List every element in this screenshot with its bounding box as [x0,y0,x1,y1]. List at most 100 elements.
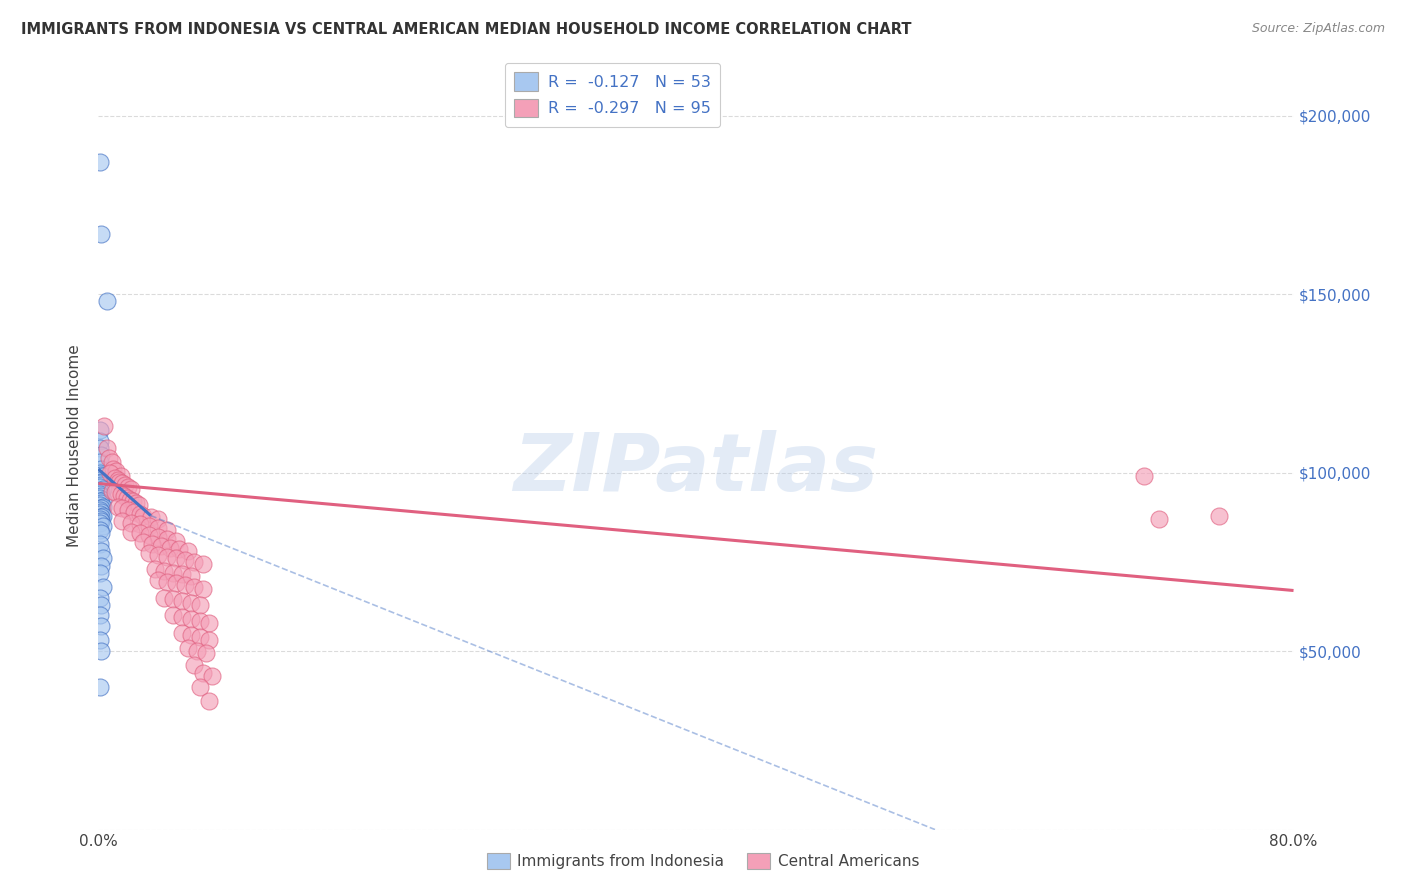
Point [129,526,152,541]
Point [90,448,112,462]
Point [89,503,111,517]
Point [120,482,142,496]
Point [117,480,139,494]
Point [167,542,190,557]
Point [89,423,111,437]
Point [117,503,139,517]
Point [97,451,120,466]
Point [132,535,155,549]
Point [183,580,205,594]
Point [165,551,187,566]
Point [121,494,143,508]
Text: ZIPatlas: ZIPatlas [513,430,879,508]
Point [91,500,114,514]
Point [111,476,134,491]
Point [180,628,202,642]
Point [107,473,129,487]
Point [89,434,111,448]
Point [89,494,111,508]
Point [91,551,114,566]
Point [174,578,197,592]
Point [90,475,112,489]
Point [180,596,202,610]
Point [138,546,160,560]
Point [89,537,111,551]
Point [90,485,112,500]
Point [96,294,118,309]
Point [188,680,211,694]
Point [104,485,127,500]
Point [90,501,112,516]
Point [90,489,112,503]
Point [89,608,111,623]
Point [105,464,128,478]
Point [141,537,163,551]
Point [198,615,221,630]
Text: Source: ZipAtlas.com: Source: ZipAtlas.com [1251,22,1385,36]
Point [156,532,179,546]
Point [177,640,200,655]
Point [191,665,214,680]
Point [89,498,111,512]
Point [89,487,111,501]
Legend: R =  -0.127   N = 53, R =  -0.297   N = 95: R = -0.127 N = 53, R = -0.297 N = 95 [505,62,720,127]
Point [114,478,136,492]
Point [89,680,111,694]
Point [91,469,114,483]
Point [128,498,150,512]
Point [183,658,205,673]
Point [89,473,111,487]
Point [186,644,208,658]
Point [183,555,205,569]
Point [101,483,124,498]
Point [89,441,111,455]
Point [180,569,202,583]
Point [138,528,160,542]
Point [89,512,111,526]
Legend: Immigrants from Indonesia, Central Americans: Immigrants from Indonesia, Central Ameri… [481,847,925,875]
Point [89,591,111,605]
Point [148,573,170,587]
Point [90,462,112,476]
Point [174,553,197,567]
Point [156,549,179,564]
Point [172,610,194,624]
Y-axis label: Median Household Income: Median Household Income [67,344,83,548]
Point [118,492,141,507]
Point [90,467,112,482]
Point [91,482,114,496]
Point [129,507,152,521]
Point [115,491,138,505]
Point [111,514,134,528]
Point [90,227,112,241]
Point [180,612,202,626]
Point [90,514,112,528]
Point [103,462,125,476]
Point [90,598,112,612]
Point [153,564,176,578]
Point [177,544,200,558]
Point [201,669,224,683]
Point [162,608,184,623]
Point [143,562,166,576]
Point [165,576,187,591]
Point [138,519,160,533]
Point [89,523,111,537]
Point [162,592,184,607]
Point [89,476,111,491]
Point [165,533,187,548]
Point [156,523,179,537]
Point [91,492,114,507]
Point [124,505,146,519]
Point [148,530,170,544]
Point [91,580,114,594]
Point [148,512,170,526]
Point [90,619,112,633]
Point [159,541,181,555]
Point [89,455,111,469]
Point [90,478,112,492]
Point [98,466,122,480]
Point [104,471,127,485]
Point [172,626,194,640]
Point [89,480,111,494]
